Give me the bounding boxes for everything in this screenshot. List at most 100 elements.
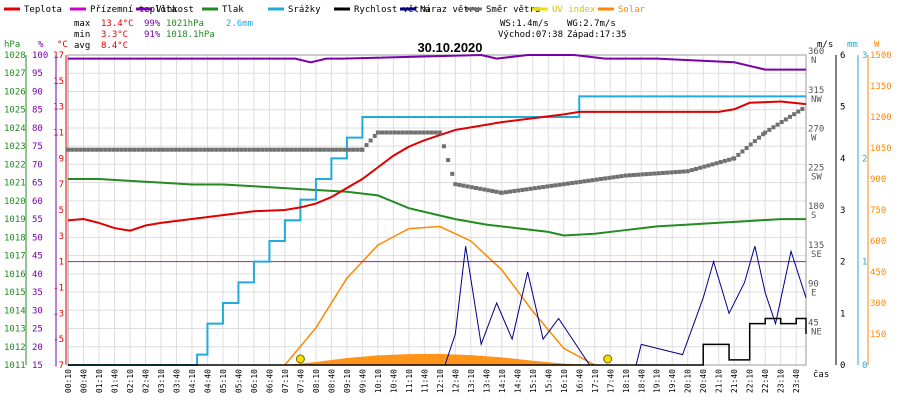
- wind-direction-point: [689, 168, 694, 173]
- tick-label-humidity: 70: [32, 160, 43, 170]
- tick-label-time: 22:10: [746, 369, 755, 393]
- tick-label-solar: 750: [870, 206, 886, 216]
- tick-label-time: 08:10: [312, 369, 321, 393]
- tick-label-humidity: 75: [32, 142, 43, 152]
- wind-direction-point: [702, 164, 707, 169]
- tick-label-time: 02:10: [126, 369, 135, 393]
- legend-label: UV index: [552, 5, 596, 15]
- tick-label-hpa: 1015: [4, 288, 26, 298]
- wind-direction-point: [465, 184, 470, 189]
- wind-direction-point: [665, 170, 670, 175]
- solar-area: [284, 353, 595, 365]
- tick-label-hpa: 1026: [4, 87, 26, 97]
- wind-direction-point: [140, 147, 145, 152]
- wind-direction-point: [313, 147, 318, 152]
- tick-label-hpa: 1022: [4, 160, 26, 170]
- wind-direction-point: [499, 190, 504, 195]
- tick-label-direction-deg: 90: [808, 280, 819, 290]
- tick-label-humidity: 50: [32, 233, 43, 243]
- wind-direction-point: [202, 147, 207, 152]
- wind-direction-point: [384, 130, 389, 135]
- wind-direction-point: [326, 147, 331, 152]
- stat-min-humidity: 91%: [144, 30, 161, 40]
- wind-direction-point: [582, 179, 587, 184]
- tick-label-temp: 17: [53, 51, 64, 61]
- wind-direction-point: [103, 147, 108, 152]
- tick-label-solar: 1050: [870, 144, 892, 154]
- wind-direction-point: [570, 181, 575, 186]
- tick-label-humidity: 60: [32, 197, 43, 207]
- tick-label-time: 14:40: [513, 369, 522, 393]
- wind-direction-point: [86, 147, 91, 152]
- tick-label-time: 18:10: [622, 369, 631, 393]
- wind-direction-point: [293, 147, 298, 152]
- wind-direction-point: [796, 109, 801, 114]
- wind-direction-point: [503, 190, 508, 195]
- tick-label-humidity: 15: [32, 361, 43, 371]
- wind-direction-point: [214, 147, 219, 152]
- wind-direction-point: [574, 180, 579, 185]
- tick-label-wind: 6: [840, 51, 845, 61]
- wind-direction-point: [74, 147, 79, 152]
- wind-direction-point: [165, 147, 170, 152]
- wind-direction-point: [227, 147, 232, 152]
- uv-index-marker: [295, 354, 305, 364]
- tick-label-humidity: 40: [32, 270, 43, 280]
- wind-direction-point: [722, 158, 727, 163]
- tick-label-rain: 2: [862, 154, 867, 164]
- wind-direction-point: [512, 189, 517, 194]
- wind-direction-point: [627, 173, 632, 178]
- wind-direction-point: [408, 130, 413, 135]
- tick-label-direction: N: [811, 56, 816, 66]
- tick-label-direction: S: [811, 211, 816, 221]
- tick-label-direction-deg: 180: [808, 202, 824, 212]
- wind-direction-point: [206, 147, 211, 152]
- tick-label-hpa: 1028: [4, 51, 26, 61]
- tick-label-time: 19:10: [653, 369, 662, 393]
- tick-label-solar: 300: [870, 299, 886, 309]
- tick-label-time: 11:40: [420, 369, 429, 393]
- wind-direction-point: [148, 147, 153, 152]
- tick-label-temp: 7: [59, 180, 64, 190]
- wind-direction-point: [123, 147, 128, 152]
- wind-direction-point: [541, 185, 546, 190]
- legend-label: Srážky: [288, 5, 321, 15]
- wind-direction-point: [276, 147, 281, 152]
- tick-label-direction: NW: [811, 95, 822, 105]
- wind-direction-point: [736, 152, 741, 157]
- tick-label-solar: 1500: [870, 51, 892, 61]
- wind-direction-point: [260, 147, 265, 152]
- tick-label-hpa: 1012: [4, 343, 26, 353]
- tick-label-hpa: 1023: [4, 142, 26, 152]
- wind-direction-point: [119, 147, 124, 152]
- wind-direction-point: [761, 132, 766, 137]
- tick-label-time: 07:10: [281, 369, 290, 393]
- tick-label-time: 00:10: [64, 369, 73, 393]
- wind-direction-point: [693, 166, 698, 171]
- tick-label-humidity: 65: [32, 179, 43, 189]
- tick-label-hpa: 1016: [4, 270, 26, 280]
- tick-label-temp: 13: [53, 103, 64, 113]
- wind-direction-point: [210, 147, 215, 152]
- wind-direction-point: [669, 170, 674, 175]
- tick-label-temp: -1: [53, 284, 64, 294]
- wind-speed-info: WS:1.4m/s: [500, 19, 549, 29]
- wind-direction-point: [173, 147, 178, 152]
- wind-direction-point: [301, 147, 306, 152]
- wind-direction-point: [318, 147, 323, 152]
- wind-direction-point: [787, 114, 792, 119]
- wind-direction-point: [718, 160, 723, 165]
- tick-label-time: 09:40: [358, 369, 367, 393]
- wind-direction-point: [520, 187, 525, 192]
- wind-direction-point: [783, 117, 788, 122]
- wind-direction-point: [152, 147, 157, 152]
- wind-direction-point: [453, 182, 458, 187]
- tick-label-time: 08:40: [327, 369, 336, 393]
- tick-label-hpa: 1018: [4, 233, 26, 243]
- wind-direction-point: [490, 189, 495, 194]
- wind-direction-point: [763, 130, 768, 135]
- tick-label-time: 07:40: [296, 369, 305, 393]
- wind-direction-point: [648, 171, 653, 176]
- tick-label-hpa: 1014: [4, 306, 26, 316]
